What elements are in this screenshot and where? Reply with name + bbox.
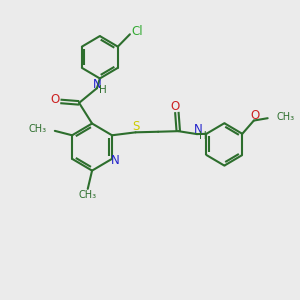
Text: O: O (250, 109, 259, 122)
Text: O: O (171, 100, 180, 113)
Text: N: N (194, 124, 203, 136)
Text: N: N (93, 78, 102, 91)
Text: N: N (111, 154, 120, 167)
Text: O: O (51, 93, 60, 106)
Text: Cl: Cl (131, 26, 143, 38)
Text: CH₃: CH₃ (28, 124, 47, 134)
Text: H: H (200, 131, 207, 142)
Text: S: S (133, 120, 140, 133)
Text: H: H (99, 85, 107, 94)
Text: CH₃: CH₃ (276, 112, 294, 122)
Text: CH₃: CH₃ (79, 190, 97, 200)
